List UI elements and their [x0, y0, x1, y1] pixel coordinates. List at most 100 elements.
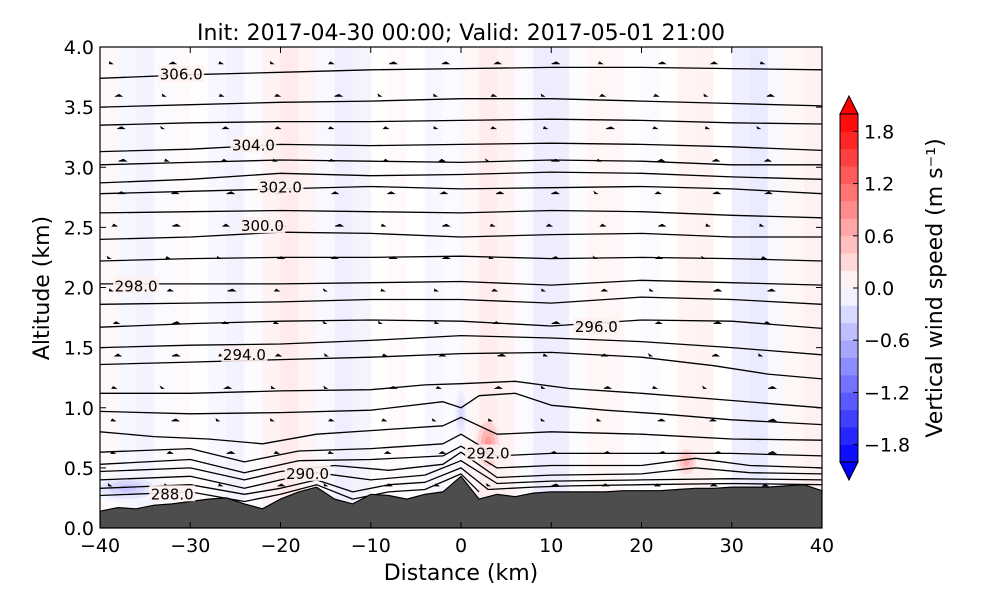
wind-vector [111, 223, 119, 227]
wind-vector [767, 450, 778, 454]
w-band [424, 47, 444, 528]
wind-vector [442, 256, 451, 260]
wind-vector [434, 483, 441, 487]
wind-vector [274, 93, 282, 97]
wind-vector [603, 450, 612, 454]
y-tick-label: 3.0 [64, 157, 94, 179]
wind-vector [380, 223, 387, 227]
colorbar-segment [840, 253, 858, 271]
w-band [406, 47, 426, 528]
x-tick-label: 40 [810, 535, 834, 557]
wind-vector [712, 191, 722, 195]
colorbar-segment [840, 166, 858, 184]
wind-vector [383, 450, 392, 454]
wind-vector [658, 450, 668, 454]
colorbar-tick-label: 1.2 [864, 174, 894, 196]
wind-vector [652, 385, 659, 389]
colorbar-segment [840, 357, 858, 376]
contour-label: 296.0 [573, 318, 620, 336]
w-band [172, 47, 191, 528]
wind-vector [493, 386, 503, 389]
wind-vector [711, 353, 721, 357]
theta-contour [100, 473, 480, 503]
wind-vector [433, 126, 439, 130]
contour-label: 300.0 [239, 217, 286, 235]
x-tick-label: −30 [170, 535, 210, 557]
theta-contour [100, 380, 822, 409]
wind-vector [377, 93, 383, 97]
theta-contour [100, 319, 822, 330]
wind-vector [551, 158, 561, 162]
wind-vector [328, 418, 335, 422]
wind-vector [495, 191, 505, 195]
y-tick-label: 1.0 [64, 398, 94, 420]
wind-vector [111, 385, 118, 389]
colorbar-segment [840, 409, 858, 428]
y-tick-label: 0.5 [64, 458, 94, 480]
wind-vector [597, 61, 604, 65]
wind-vector [713, 288, 723, 292]
wind-vector [218, 61, 225, 65]
wind-vector [600, 288, 609, 292]
wind-vector [322, 288, 328, 292]
wind-vector [705, 223, 711, 227]
colorbar-tick-label: −0.6 [864, 330, 910, 352]
wind-vector [387, 191, 396, 195]
theta-contour [100, 118, 822, 126]
colorbar-segment [840, 183, 858, 202]
w-band [442, 47, 462, 528]
contour-label-text: 294.0 [223, 346, 266, 364]
y-tick-label: 3.5 [64, 97, 94, 119]
wind-vector [658, 61, 667, 65]
terrain [100, 475, 822, 528]
w-band [767, 47, 787, 528]
wind-vector [164, 256, 172, 260]
w-band [515, 47, 534, 528]
wind-vector [763, 158, 773, 162]
wind-vector [705, 126, 711, 130]
wind-vector [330, 256, 339, 260]
wind-vector [551, 256, 561, 260]
wind-vector [327, 450, 335, 454]
x-axis: −40 −30 −20 −10 0 10 20 30 40 [80, 47, 834, 557]
wind-vector [649, 288, 654, 292]
wind-vector [381, 353, 389, 357]
wind-vector [763, 191, 773, 195]
theta-contour [100, 185, 822, 195]
wind-vector [767, 288, 777, 292]
x-tick-label: 10 [539, 535, 563, 557]
w-band [262, 47, 281, 528]
contour-label: 306.0 [158, 65, 205, 84]
wind-vector [593, 190, 599, 195]
y-tick-label: 2.0 [64, 278, 94, 300]
w-band [587, 47, 606, 528]
wind-vector [112, 321, 121, 324]
wind-vector [118, 158, 128, 162]
colorbar-segment [840, 201, 858, 219]
w-band [208, 47, 227, 528]
w-band [749, 47, 769, 528]
wind-vector [703, 93, 709, 97]
wind-vector [323, 385, 329, 389]
contour-label-text: 302.0 [259, 179, 302, 197]
wind-vector [713, 450, 723, 454]
x-tick-label: −10 [351, 535, 391, 557]
w-band [479, 47, 498, 528]
colorbar-segment [840, 148, 858, 167]
wind-vector [551, 483, 561, 487]
wind-vector [540, 93, 546, 97]
wind-vector [117, 126, 126, 130]
wind-vector [709, 483, 719, 487]
w-band [551, 47, 570, 528]
wind-vector [434, 320, 440, 324]
wind-vector [435, 385, 442, 389]
wind-vector [767, 386, 778, 389]
w-feature [118, 484, 137, 492]
wind-vector [438, 353, 447, 357]
wind-vector [648, 353, 654, 357]
wind-vector [540, 418, 546, 422]
colorbar-segment [840, 131, 858, 150]
wind-vector [161, 93, 167, 97]
contour-label: 302.0 [257, 178, 304, 197]
wind-vector [551, 191, 561, 195]
